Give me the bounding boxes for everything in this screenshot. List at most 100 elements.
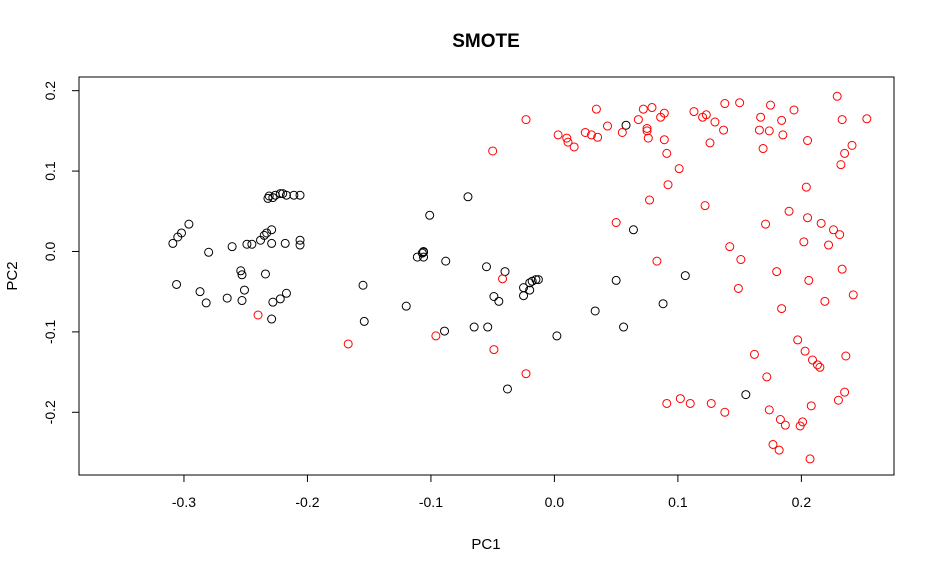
data-point	[775, 415, 785, 425]
data-point	[837, 264, 847, 274]
data-point	[619, 322, 629, 332]
data-point	[358, 280, 368, 290]
data-point	[242, 239, 252, 249]
data-point	[706, 398, 716, 408]
data-point	[793, 335, 803, 345]
data-point	[236, 266, 246, 276]
data-point	[172, 279, 182, 289]
data-point	[643, 133, 653, 143]
data-point	[531, 275, 541, 285]
data-point	[168, 238, 178, 248]
data-point	[267, 314, 277, 324]
data-point	[469, 322, 479, 332]
data-point	[590, 306, 600, 316]
data-point	[628, 225, 638, 235]
data-point	[720, 407, 730, 417]
data-point	[494, 296, 504, 306]
data-point	[239, 285, 249, 295]
data-point	[204, 247, 214, 257]
data-point	[488, 146, 498, 156]
data-point	[295, 240, 305, 250]
y-tick-label: -0.1	[42, 320, 58, 344]
data-point	[733, 283, 743, 293]
data-point	[441, 256, 451, 266]
data-point	[652, 256, 662, 266]
data-point	[281, 190, 291, 200]
data-point	[611, 218, 621, 228]
data-point	[253, 310, 263, 320]
plot-frame	[78, 76, 895, 476]
data-point	[489, 292, 499, 302]
data-point	[502, 384, 512, 394]
data-point	[533, 275, 543, 285]
data-point	[833, 395, 843, 405]
data-point	[674, 164, 684, 174]
y-axis-title: PC2	[4, 261, 21, 290]
data-point	[774, 445, 784, 455]
data-point	[280, 238, 290, 248]
data-point	[761, 219, 771, 229]
data-point	[803, 213, 813, 223]
data-point	[268, 297, 278, 307]
data-point	[552, 331, 562, 341]
data-point	[689, 107, 699, 117]
data-point	[778, 130, 788, 140]
data-point	[758, 144, 768, 154]
data-point	[425, 210, 435, 220]
data-point	[662, 398, 672, 408]
data-point	[611, 275, 621, 285]
y-tick-label: 0.1	[42, 161, 58, 181]
data-point	[837, 115, 847, 125]
data-point	[562, 133, 572, 143]
data-point	[812, 360, 822, 370]
data-point	[808, 355, 817, 365]
data-point	[736, 255, 746, 265]
data-point	[275, 189, 285, 199]
data-point	[463, 192, 473, 202]
y-tick-label: 0.2	[42, 81, 58, 101]
data-point	[440, 326, 450, 336]
data-point	[777, 115, 787, 125]
data-point	[766, 100, 776, 110]
data-point	[268, 193, 278, 203]
data-point	[569, 142, 579, 152]
x-tick-label: 0.0	[545, 494, 565, 510]
data-point	[768, 439, 778, 449]
data-point	[804, 275, 814, 285]
data-point	[835, 230, 845, 240]
data-point	[764, 126, 774, 136]
data-point	[735, 98, 745, 108]
data-point	[519, 291, 529, 301]
data-point	[754, 125, 764, 135]
data-point	[658, 299, 668, 309]
data-point	[401, 301, 411, 311]
data-point	[521, 115, 531, 125]
data-point	[762, 372, 772, 382]
data-point	[701, 110, 711, 120]
x-tick-label: -0.1	[419, 494, 443, 510]
data-point	[800, 346, 810, 356]
data-point	[184, 219, 194, 229]
data-point	[700, 201, 710, 211]
data-point	[289, 190, 299, 200]
data-point	[482, 262, 491, 272]
data-point	[267, 238, 277, 248]
data-point	[801, 182, 811, 192]
data-point	[419, 247, 429, 257]
data-point	[725, 242, 735, 252]
data-point	[580, 127, 590, 137]
data-point	[805, 454, 815, 464]
data-points	[168, 91, 872, 464]
data-point	[262, 228, 272, 238]
data-point	[237, 270, 247, 280]
y-tick-label: 0.0	[42, 242, 58, 262]
data-point	[621, 120, 631, 130]
data-point	[259, 230, 269, 240]
data-point	[645, 195, 654, 205]
data-point	[521, 369, 531, 379]
data-point	[848, 290, 858, 300]
data-point	[862, 114, 872, 124]
data-point	[617, 127, 627, 137]
data-point	[764, 405, 774, 415]
